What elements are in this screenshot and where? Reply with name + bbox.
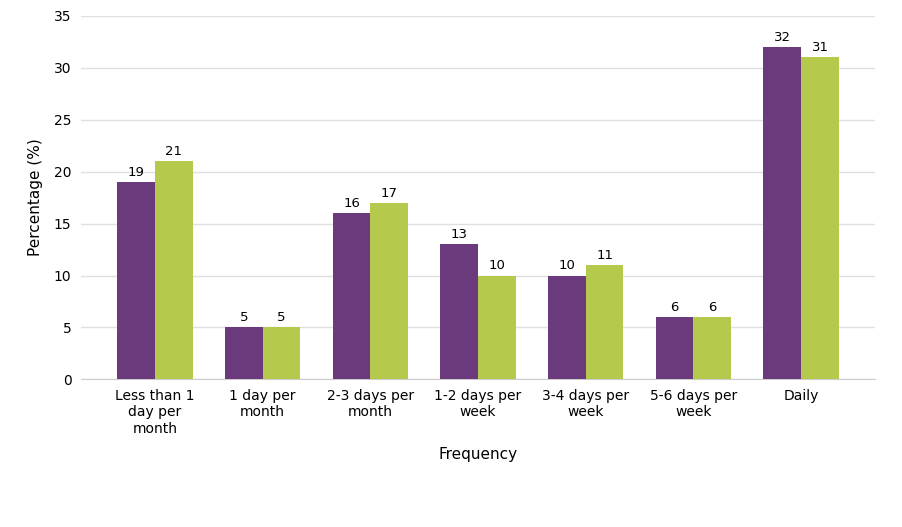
Bar <box>763 47 801 379</box>
Bar <box>548 276 585 379</box>
Bar <box>117 182 155 379</box>
Text: 10: 10 <box>489 259 505 272</box>
Bar <box>585 265 623 379</box>
Text: 16: 16 <box>343 197 360 210</box>
Bar <box>225 327 262 379</box>
Text: 13: 13 <box>451 228 468 241</box>
Text: 17: 17 <box>381 187 398 200</box>
Text: 6: 6 <box>670 301 679 314</box>
Bar <box>801 57 839 379</box>
Text: 10: 10 <box>558 259 575 272</box>
Text: 5: 5 <box>277 311 286 325</box>
Bar <box>371 203 408 379</box>
Text: 31: 31 <box>812 41 829 54</box>
Text: 5: 5 <box>240 311 248 325</box>
Text: 11: 11 <box>596 249 613 262</box>
Y-axis label: Percentage (%): Percentage (%) <box>28 139 42 257</box>
Bar <box>155 161 193 379</box>
Bar <box>262 327 300 379</box>
Text: 21: 21 <box>165 145 182 158</box>
X-axis label: Frequency: Frequency <box>438 447 518 462</box>
Text: 19: 19 <box>128 166 144 179</box>
Bar <box>656 317 694 379</box>
Bar <box>694 317 732 379</box>
Text: 32: 32 <box>774 31 791 44</box>
Text: 6: 6 <box>708 301 716 314</box>
Bar <box>478 276 516 379</box>
Bar <box>333 213 371 379</box>
Bar <box>440 245 478 379</box>
